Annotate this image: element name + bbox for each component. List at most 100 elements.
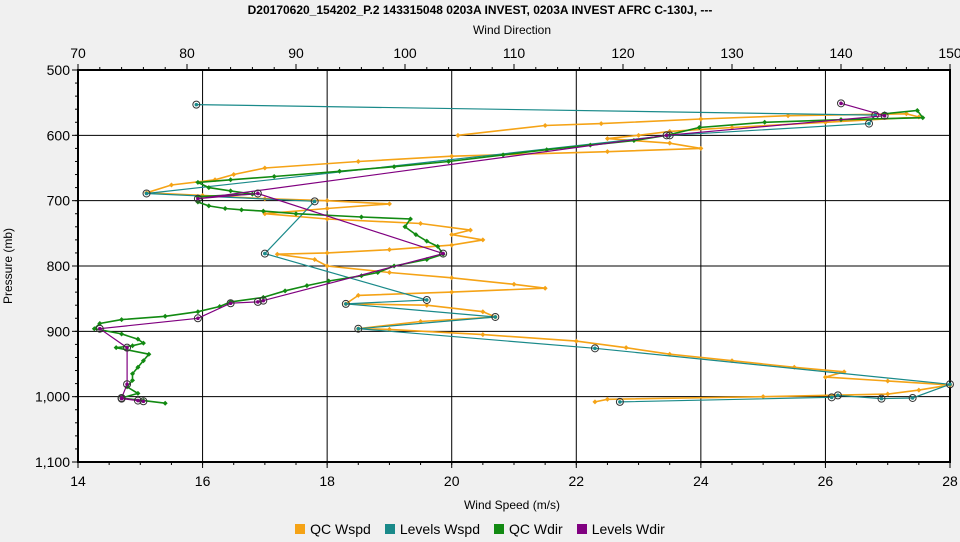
level-marker <box>837 99 845 108</box>
level-marker <box>491 312 500 321</box>
level-marker <box>877 394 886 403</box>
level-point <box>196 196 200 201</box>
level-point <box>879 396 884 401</box>
level-point <box>263 251 267 256</box>
data-point <box>455 132 461 138</box>
level-point <box>836 393 840 398</box>
data-point <box>449 242 455 248</box>
data-point <box>542 285 548 291</box>
data-point <box>146 351 152 357</box>
data-point <box>337 168 343 174</box>
data-point <box>467 227 473 233</box>
legend-swatch-levels-wspd <box>384 524 395 534</box>
data-point <box>228 188 234 194</box>
data-point <box>511 281 517 287</box>
level-point <box>829 395 834 400</box>
x-tick-label: 26 <box>818 473 834 489</box>
data-point <box>604 396 610 402</box>
y-tick-label: 800 <box>47 258 71 274</box>
y-tick-label: 900 <box>47 323 71 339</box>
data-point <box>480 332 486 338</box>
data-point <box>135 364 141 370</box>
top-tick-label: 120 <box>611 45 635 61</box>
level-point <box>261 298 266 303</box>
data-point <box>446 158 452 164</box>
data-point <box>358 214 364 220</box>
data-point <box>206 203 212 209</box>
top-tick-label: 80 <box>179 45 195 61</box>
data-point <box>135 390 141 396</box>
level-point <box>867 121 871 126</box>
series-3 <box>95 99 889 406</box>
data-point <box>222 206 228 212</box>
data-point <box>762 119 768 125</box>
data-point <box>91 326 97 332</box>
chart-title: D20170620_154202_P.2 143315048 0203A INV… <box>248 3 713 17</box>
data-point <box>885 391 891 397</box>
series-0 <box>144 111 953 405</box>
data-point <box>326 278 332 284</box>
data-point <box>604 149 610 155</box>
legend-swatch-qc-wspd <box>295 524 306 534</box>
legend-item-qc-wdir[interactable]: QC Wdir <box>494 521 563 537</box>
legend-item-qc-wspd[interactable]: QC Wspd <box>295 521 371 537</box>
data-point <box>168 182 174 188</box>
y-tick-label: 600 <box>47 127 71 143</box>
legend-label-qc-wspd: QC Wspd <box>310 521 371 537</box>
legend-swatch-qc-wdir <box>494 524 505 534</box>
data-point <box>542 123 548 129</box>
data-point <box>413 232 419 238</box>
level-point <box>312 199 317 204</box>
level-point <box>228 301 233 306</box>
data-point <box>573 338 579 344</box>
data-point <box>304 283 310 289</box>
level-marker <box>253 189 262 198</box>
data-point <box>130 371 135 377</box>
data-point <box>312 256 318 262</box>
data-point <box>698 145 704 151</box>
data-point <box>262 165 268 171</box>
data-point <box>293 211 299 217</box>
data-point <box>324 198 330 204</box>
level-marker <box>193 194 202 203</box>
level-marker <box>117 394 126 403</box>
level-point <box>882 113 887 118</box>
level-marker <box>193 314 202 323</box>
y-tick-label: 700 <box>47 193 71 209</box>
level-marker <box>310 197 319 206</box>
legend-item-levels-wspd[interactable]: Levels Wspd <box>384 521 481 537</box>
data-point <box>140 340 146 346</box>
top-tick-label: 110 <box>503 45 526 61</box>
data-point <box>113 345 119 351</box>
x-tick-label: 20 <box>444 473 460 489</box>
legend-item-levels-wdir[interactable]: Levels Wdir <box>576 521 665 537</box>
data-point <box>324 216 330 222</box>
level-point <box>136 398 140 403</box>
data-point <box>449 275 455 281</box>
x-tick-label: 28 <box>942 473 958 489</box>
level-point <box>593 346 597 351</box>
legend-label-qc-wdir: QC Wdir <box>509 521 563 537</box>
legend-label-levels-wspd: Levels Wspd <box>399 521 481 537</box>
data-point <box>696 124 702 130</box>
data-point <box>119 317 125 323</box>
data-point <box>119 331 125 337</box>
data-point <box>785 113 791 119</box>
level-marker <box>95 324 104 333</box>
data-point <box>449 289 455 295</box>
x-tick-label: 16 <box>195 473 211 489</box>
series-line <box>146 104 951 403</box>
x-axis-title: Wind Speed (m/s) <box>464 498 560 512</box>
level-point <box>441 251 445 256</box>
data-point <box>435 243 441 249</box>
data-point <box>324 250 330 256</box>
top-tick-label: 70 <box>70 45 86 61</box>
level-point <box>344 302 348 306</box>
level-marker <box>865 119 874 128</box>
level-marker <box>139 397 148 406</box>
data-point <box>424 238 430 244</box>
level-point <box>196 316 200 321</box>
level-marker <box>133 396 142 405</box>
level-point <box>256 300 260 304</box>
data-point <box>355 158 361 164</box>
